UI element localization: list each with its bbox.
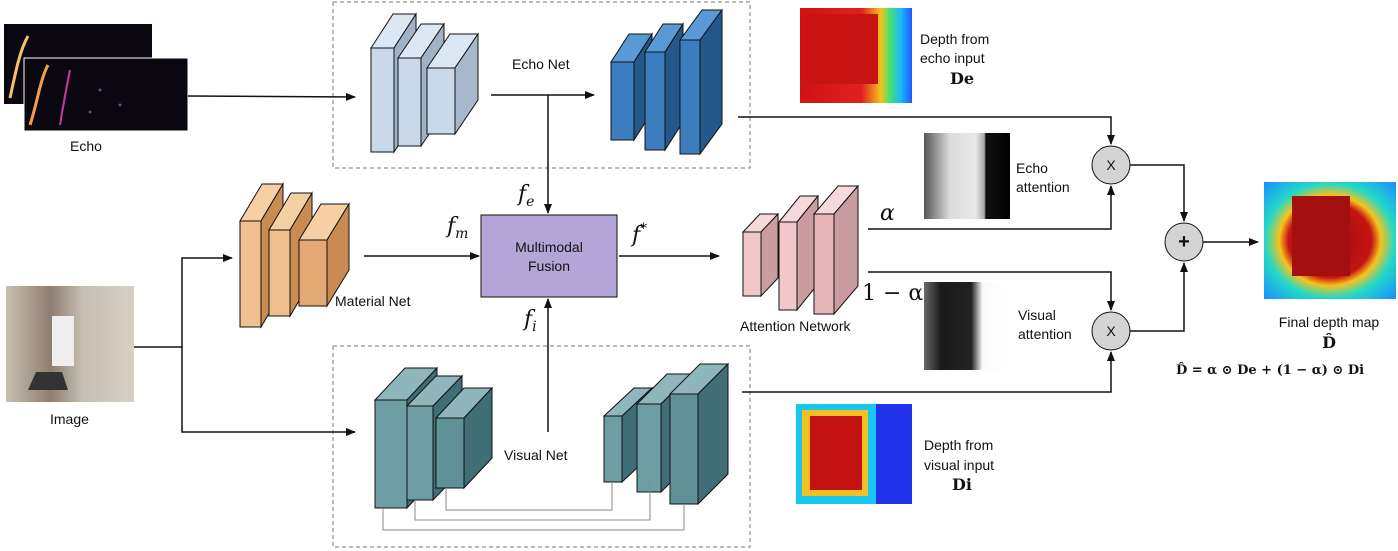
attention-network-blocks (741, 184, 860, 316)
visual-decoder-blocks (602, 362, 730, 506)
alpha-label: α (880, 201, 895, 226)
echo-net-label: Echo Net (512, 56, 570, 72)
visual-attention-line1: Visual (1018, 307, 1056, 323)
connectors (134, 91, 1259, 436)
final-depth-symbol: D̂ (1322, 333, 1336, 352)
fusion-label-line2: Fusion (528, 258, 570, 274)
add-node: + (1164, 222, 1204, 262)
echo-attention-line2: attention (1016, 179, 1070, 195)
input-image (6, 286, 134, 402)
depth-map-echo (800, 8, 912, 103)
skip-connections (382, 482, 685, 531)
multiply-node-visual: X (1091, 311, 1131, 351)
depth-map-visual (796, 404, 912, 504)
visual-attention-line2: attention (1018, 326, 1072, 342)
svg-text:+: + (1178, 231, 1190, 253)
echo-label: Echo (70, 138, 102, 154)
depth-visual-line1: Depth from (924, 437, 993, 453)
svg-text:X: X (1106, 323, 1116, 339)
multiply-node-echo: X (1091, 145, 1131, 185)
image-label: Image (50, 411, 89, 427)
depth-echo-line1: Depth from (920, 31, 989, 47)
visual-encoder-blocks (373, 366, 494, 510)
final-depth-label: Final depth map (1279, 314, 1380, 330)
depth-visual-symbol: Di (952, 475, 972, 494)
echo-net-frame (332, 1, 751, 169)
f-i-label: fi (522, 307, 537, 335)
fusion-label-line1: Multimodal (515, 239, 583, 255)
visual-attention-map (924, 282, 1010, 370)
f-m-label: fm (445, 214, 468, 242)
depth-visual-line2: visual input (924, 457, 994, 473)
echo-encoder-blocks (370, 12, 479, 154)
fusion-equation: D̂ = α ⊙ De + (1 − α) ⊙ Di (1176, 362, 1364, 378)
echo-attention-line1: Echo (1016, 160, 1048, 176)
visual-net-label: Visual Net (504, 447, 568, 463)
svg-text:X: X (1106, 157, 1116, 173)
final-depth-map (1264, 182, 1396, 299)
material-net-label: Material Net (335, 293, 411, 309)
echo-spectrogram (4, 24, 189, 132)
depth-echo-line2: echo input (920, 50, 985, 66)
multimodal-fusion-box (480, 214, 618, 298)
one-minus-alpha-label: 1 − α (862, 281, 923, 306)
attention-network-label: Attention Network (740, 318, 851, 334)
echo-attention-map (924, 133, 1010, 219)
visual-net-frame (332, 345, 751, 548)
f-star-label: f* (630, 221, 647, 248)
echo-net-blocks (610, 8, 723, 156)
f-e-label: fe (516, 182, 534, 210)
depth-echo-symbol: De (950, 69, 974, 88)
material-net-blocks (239, 182, 350, 329)
